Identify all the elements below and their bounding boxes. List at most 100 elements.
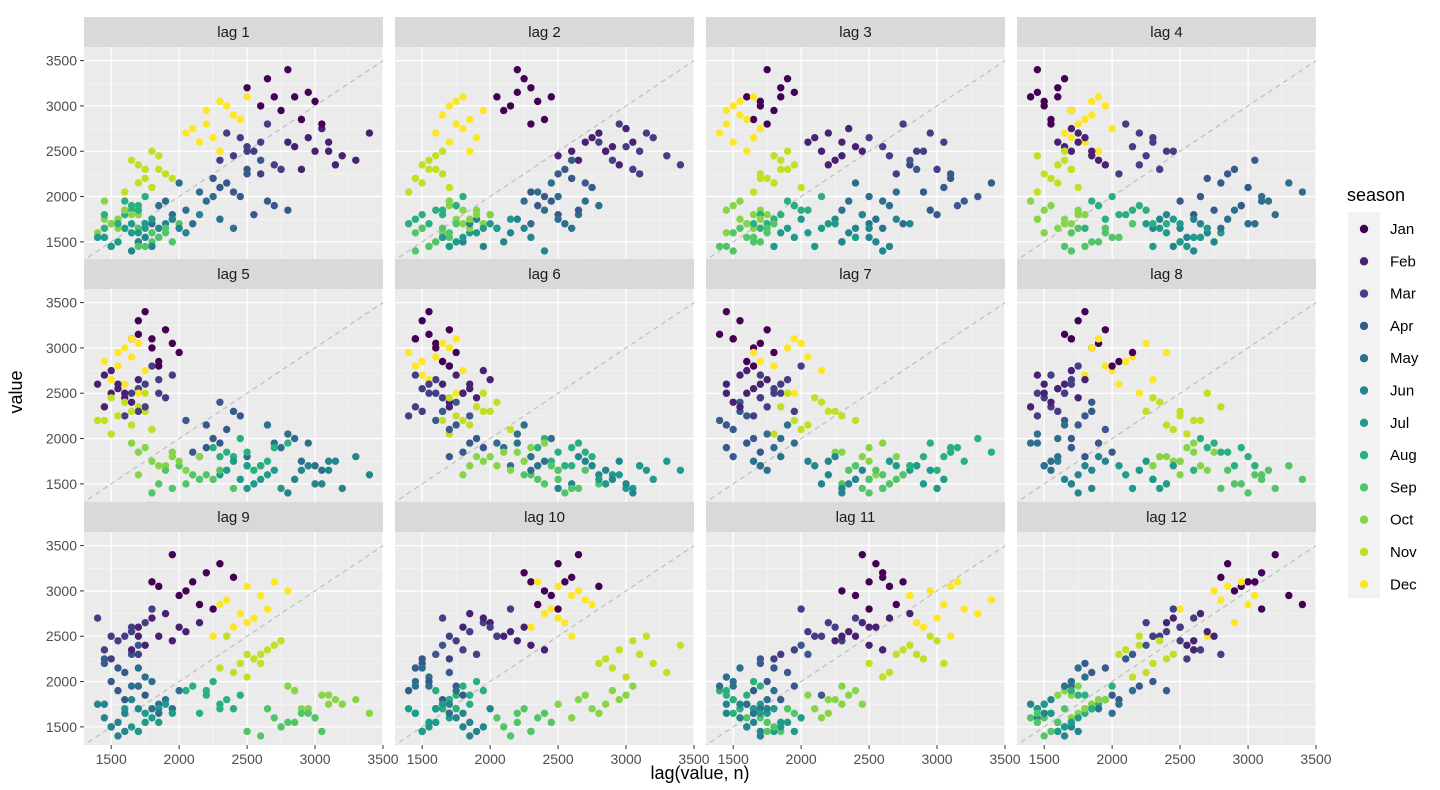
point-feb xyxy=(824,161,833,169)
point-sep xyxy=(1067,247,1076,255)
point-jan xyxy=(1257,605,1266,613)
point-feb xyxy=(1074,138,1082,146)
point-nov xyxy=(277,637,285,645)
point-jul xyxy=(161,700,170,708)
point-jan xyxy=(270,93,278,101)
point-mar xyxy=(425,380,433,388)
point-sep xyxy=(1040,732,1048,740)
point-feb xyxy=(736,371,744,379)
point-aug xyxy=(797,206,805,214)
point-nov xyxy=(885,668,894,677)
y-axis-title: value xyxy=(6,370,26,413)
strip-lag-9 xyxy=(84,502,383,532)
panel-lag-10: lag 10 xyxy=(395,502,694,745)
point-may xyxy=(216,215,224,223)
point-jan xyxy=(838,587,846,595)
point-mar xyxy=(1176,623,1184,631)
point-dec xyxy=(216,600,224,609)
point-feb xyxy=(141,641,149,649)
point-nov xyxy=(250,655,258,663)
point-sep xyxy=(195,475,204,484)
point-aug xyxy=(743,691,751,699)
point-dec xyxy=(561,618,569,627)
point-jul xyxy=(790,233,799,242)
point-feb xyxy=(722,389,731,397)
point-may xyxy=(1060,421,1069,429)
point-jun xyxy=(155,224,163,232)
point-oct xyxy=(858,700,866,708)
point-dec xyxy=(284,587,292,595)
point-apr xyxy=(141,691,149,699)
point-mar xyxy=(1135,129,1144,137)
point-apr xyxy=(749,434,758,443)
point-mar xyxy=(107,655,115,663)
point-nov xyxy=(223,632,231,640)
point-mar xyxy=(445,655,454,663)
point-dec xyxy=(906,591,914,600)
point-may xyxy=(134,682,143,690)
point-may xyxy=(520,421,528,429)
point-dec xyxy=(459,124,467,133)
point-dec xyxy=(953,578,962,586)
point-oct xyxy=(838,700,846,708)
point-jan xyxy=(777,84,785,92)
point-feb xyxy=(865,641,873,649)
point-jun xyxy=(311,480,319,488)
point-apr xyxy=(743,412,751,420)
point-aug xyxy=(121,197,129,205)
point-jan xyxy=(263,75,272,83)
point-jul xyxy=(1169,462,1177,470)
point-sep xyxy=(425,242,433,251)
point-jun xyxy=(304,462,312,470)
point-jan xyxy=(878,573,887,582)
point-jul xyxy=(256,475,265,484)
point-feb xyxy=(851,143,860,151)
point-jan xyxy=(1271,550,1279,559)
legend-key-background xyxy=(1348,212,1380,598)
point-jul xyxy=(885,457,894,465)
point-aug xyxy=(919,452,928,461)
point-mar xyxy=(1149,632,1157,640)
point-sep xyxy=(216,466,224,474)
point-jul xyxy=(601,480,610,488)
point-aug xyxy=(790,201,799,210)
point-jan xyxy=(1101,326,1110,334)
point-oct xyxy=(858,452,866,461)
point-feb xyxy=(479,366,488,375)
point-jan xyxy=(243,84,251,92)
point-feb xyxy=(1210,632,1218,640)
point-sep xyxy=(134,242,143,251)
point-feb xyxy=(588,133,596,142)
point-nov xyxy=(1183,430,1191,438)
point-jan xyxy=(209,605,217,613)
point-mar xyxy=(250,147,258,155)
point-aug xyxy=(1081,691,1089,699)
point-dec xyxy=(1060,129,1069,137)
point-sep xyxy=(729,229,737,237)
point-feb xyxy=(472,394,481,402)
point-dec xyxy=(432,129,440,137)
y-tick-label: 1500 xyxy=(46,719,77,735)
point-jun xyxy=(608,475,617,484)
point-may xyxy=(452,686,460,695)
point-dec xyxy=(216,147,224,155)
point-may xyxy=(1285,179,1293,187)
point-nov xyxy=(1060,156,1069,164)
point-apr xyxy=(216,183,224,192)
point-jul xyxy=(777,229,785,237)
point-feb xyxy=(743,366,751,375)
point-dec xyxy=(567,591,576,600)
point-mar xyxy=(243,147,251,155)
point-jun xyxy=(195,210,204,219)
identity-line xyxy=(84,301,383,502)
point-mar xyxy=(663,152,671,160)
point-dec xyxy=(209,133,217,142)
panel-content xyxy=(395,47,694,260)
point-apr xyxy=(1122,655,1130,663)
point-jan xyxy=(493,93,501,101)
point-feb xyxy=(297,165,306,174)
point-jul xyxy=(141,224,149,232)
point-dec xyxy=(134,389,143,397)
point-nov xyxy=(601,655,610,663)
point-dec xyxy=(1162,348,1171,357)
